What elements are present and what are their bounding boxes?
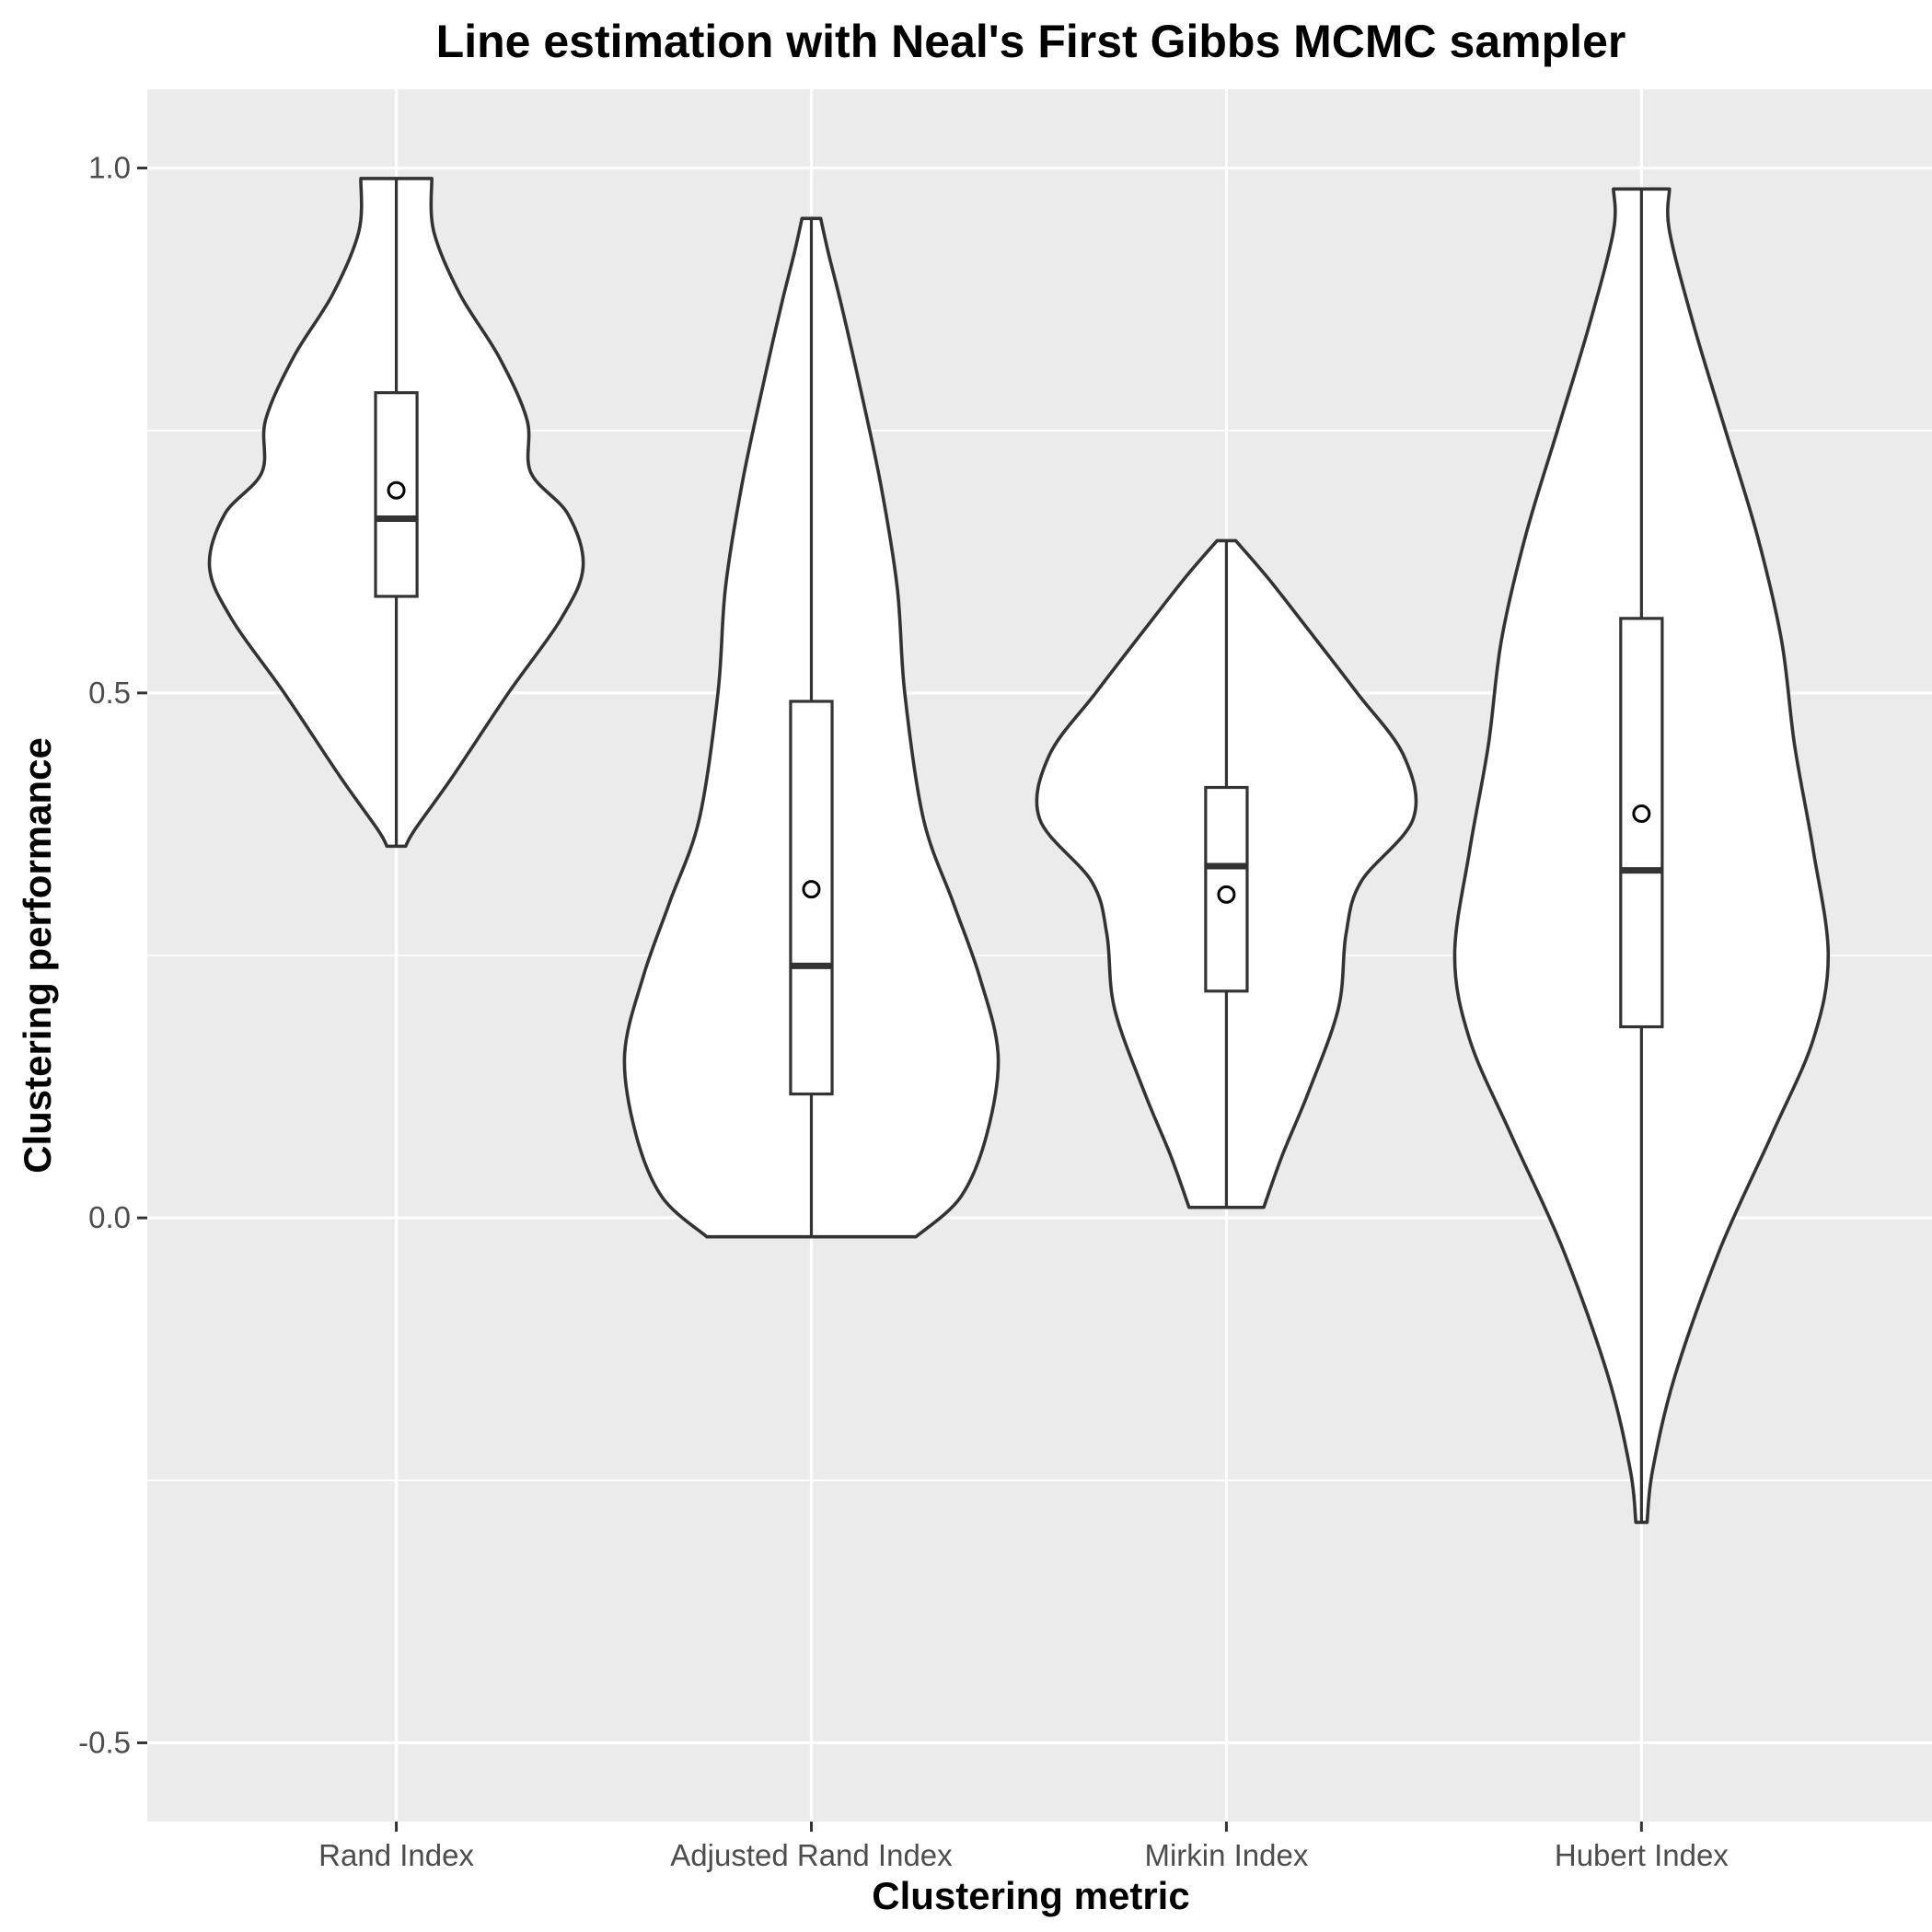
box [1619,617,1664,1029]
violin-group-mirkin-index [1035,538,1418,1209]
x-tick-label: Mirkin Index [1144,1838,1308,1872]
violin-group-hubert-index [1452,187,1831,1524]
y-axis-title: Clustering performance [16,737,59,1174]
x-axis-title: Clustering metric [872,1874,1189,1917]
x-tick-label: Rand Index [318,1838,474,1872]
mean-point [1632,804,1651,824]
axis-layer: -0.5 0.0 0.5 1.0 Rand Index Adjusted Rand Ind… [78,151,1729,1872]
x-tick-label: Adjusted Rand Index [670,1838,953,1872]
mean-point [802,880,821,899]
violin-group-rand-index [207,177,585,849]
y-tick-label: -0.5 [78,1725,131,1759]
y-tick-label: 1.0 [88,151,131,185]
x-tick-label: Hubert Index [1555,1838,1729,1872]
chart-title: Line estimation with Neal's First Gibbs … [436,16,1626,67]
mean-point [1217,885,1236,904]
mean-point [387,480,406,500]
violin-group-adjusted-rand-index [622,216,1001,1239]
violin-layer [207,177,1831,1524]
y-tick-label: 0.5 [88,676,131,710]
y-tick-label: 0.0 [88,1200,131,1234]
